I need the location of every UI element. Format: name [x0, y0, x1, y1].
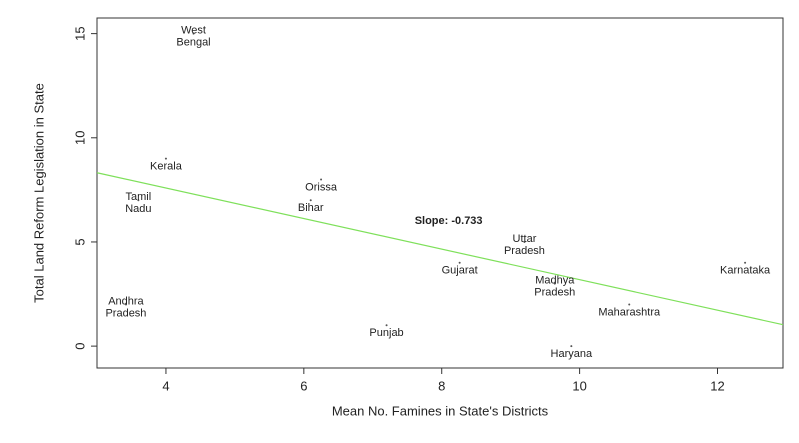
point [320, 178, 323, 181]
point-label: Haryana [551, 348, 593, 360]
point-label: Nadu [125, 203, 151, 215]
y-tick-label: 15 [72, 26, 87, 40]
x-axis-label: Mean No. Famines in State's Districts [332, 403, 549, 418]
x-tick-label: 12 [710, 378, 724, 393]
x-tick-label: 8 [438, 378, 445, 393]
point [385, 324, 388, 327]
y-tick-label: 5 [72, 238, 87, 245]
point-label: Orissa [305, 181, 338, 193]
point [744, 261, 747, 264]
point-label: Pradesh [504, 245, 545, 257]
point-label: Uttar [513, 233, 537, 245]
x-tick-label: 6 [300, 378, 307, 393]
point [164, 157, 167, 160]
point [124, 303, 127, 306]
point-label: Kerala [150, 161, 183, 173]
point [553, 282, 556, 285]
point-label: Madhya [535, 275, 575, 287]
point [137, 199, 140, 202]
y-axis-label: Total Land Reform Legislation in State [31, 83, 46, 303]
point-label: Pradesh [534, 287, 575, 299]
point-label: Andhra [108, 295, 144, 307]
point-label: West [181, 25, 206, 37]
x-tick-label: 10 [572, 378, 586, 393]
fit-line [96, 172, 784, 326]
point-label: Punjab [369, 327, 403, 339]
point [192, 32, 195, 35]
y-tick-label: 10 [72, 131, 87, 145]
x-tick-label: 4 [162, 378, 169, 393]
point [458, 261, 461, 264]
point-label: Maharashtra [598, 306, 661, 318]
plot-box [96, 17, 784, 369]
point [628, 303, 631, 306]
point-label: Pradesh [105, 307, 146, 319]
point [309, 199, 312, 202]
annotation: Slope: -0.733 [415, 215, 483, 227]
point-label: Bihar [298, 202, 324, 214]
point-label: Tamil [126, 191, 152, 203]
point [570, 345, 573, 348]
y-tick-label: 0 [72, 343, 87, 350]
point-label: Bengal [176, 37, 210, 49]
point-label: Gujarat [442, 265, 478, 277]
point [523, 240, 526, 243]
point-label: Karnataka [720, 265, 771, 277]
